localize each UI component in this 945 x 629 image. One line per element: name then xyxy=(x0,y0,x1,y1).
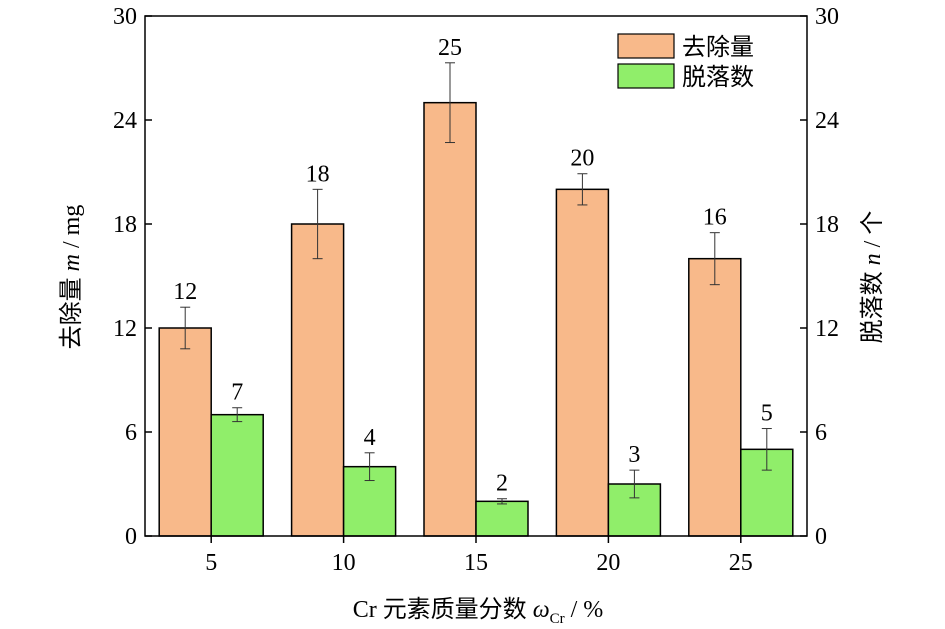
bar-removal-5 xyxy=(158,327,212,537)
left-y-tick-label-0: 0 xyxy=(125,524,137,550)
data-label-shedding-5: 7 xyxy=(231,380,243,406)
data-label-shedding-25: 5 xyxy=(761,401,773,427)
left-y-tick-label-18: 18 xyxy=(113,212,137,238)
x-tick-label-10: 10 xyxy=(332,550,356,576)
bar-removal-20 xyxy=(555,188,610,537)
data-label-removal-15: 25 xyxy=(438,35,462,61)
right-y-tick-label-6: 6 xyxy=(815,420,827,446)
bars-layer xyxy=(158,101,794,537)
x-tick-label-15: 15 xyxy=(464,550,488,576)
left-y-axis-label: 去除量 m / mg xyxy=(58,205,85,350)
left-y-tick-label-6: 6 xyxy=(125,420,137,446)
data-label-removal-20: 20 xyxy=(570,146,594,172)
legend-label-shedding: 脱落数 xyxy=(682,64,754,91)
data-label-removal-25: 16 xyxy=(703,205,727,231)
bar-shedding-15 xyxy=(475,500,529,537)
right-y-tick-label-0: 0 xyxy=(815,524,827,550)
plot-frame xyxy=(144,15,808,537)
right-y-tick-label-12: 12 xyxy=(815,316,839,342)
data-label-removal-5: 12 xyxy=(173,279,197,305)
error-bars-layer xyxy=(180,62,772,505)
right-y-tick-label-30: 30 xyxy=(815,4,839,30)
bar-removal-25 xyxy=(688,257,742,537)
left-y-tick-label-24: 24 xyxy=(113,108,137,134)
bar-shedding-5 xyxy=(210,413,264,537)
data-label-shedding-15: 2 xyxy=(496,471,508,497)
bar-removal-15 xyxy=(423,101,477,537)
legend-label-removal: 去除量 xyxy=(682,34,754,61)
left-y-tick-label-12: 12 xyxy=(113,316,137,342)
data-label-shedding-20: 3 xyxy=(628,442,640,468)
x-tick-label-5: 5 xyxy=(205,550,217,576)
data-labels-layer: 12 7 18 4 25 2 20 3 16 5 xyxy=(173,35,773,497)
bar-removal-10 xyxy=(290,223,345,537)
legend-swatch-shedding xyxy=(617,63,675,89)
right-y-axis-label: 脱落数 n / 个 xyxy=(859,211,886,344)
x-tick-label-25: 25 xyxy=(729,550,753,576)
left-y-tick-label-30: 30 xyxy=(113,4,137,30)
x-axis-label: Cr 元素质量分数 ωCr / % xyxy=(353,596,604,627)
x-tick-label-20: 20 xyxy=(596,550,620,576)
right-y-tick-label-24: 24 xyxy=(815,108,839,134)
legend-swatch-removal xyxy=(617,33,675,59)
data-label-removal-10: 18 xyxy=(306,161,330,187)
data-label-shedding-10: 4 xyxy=(364,425,376,451)
right-y-tick-label-18: 18 xyxy=(815,212,839,238)
